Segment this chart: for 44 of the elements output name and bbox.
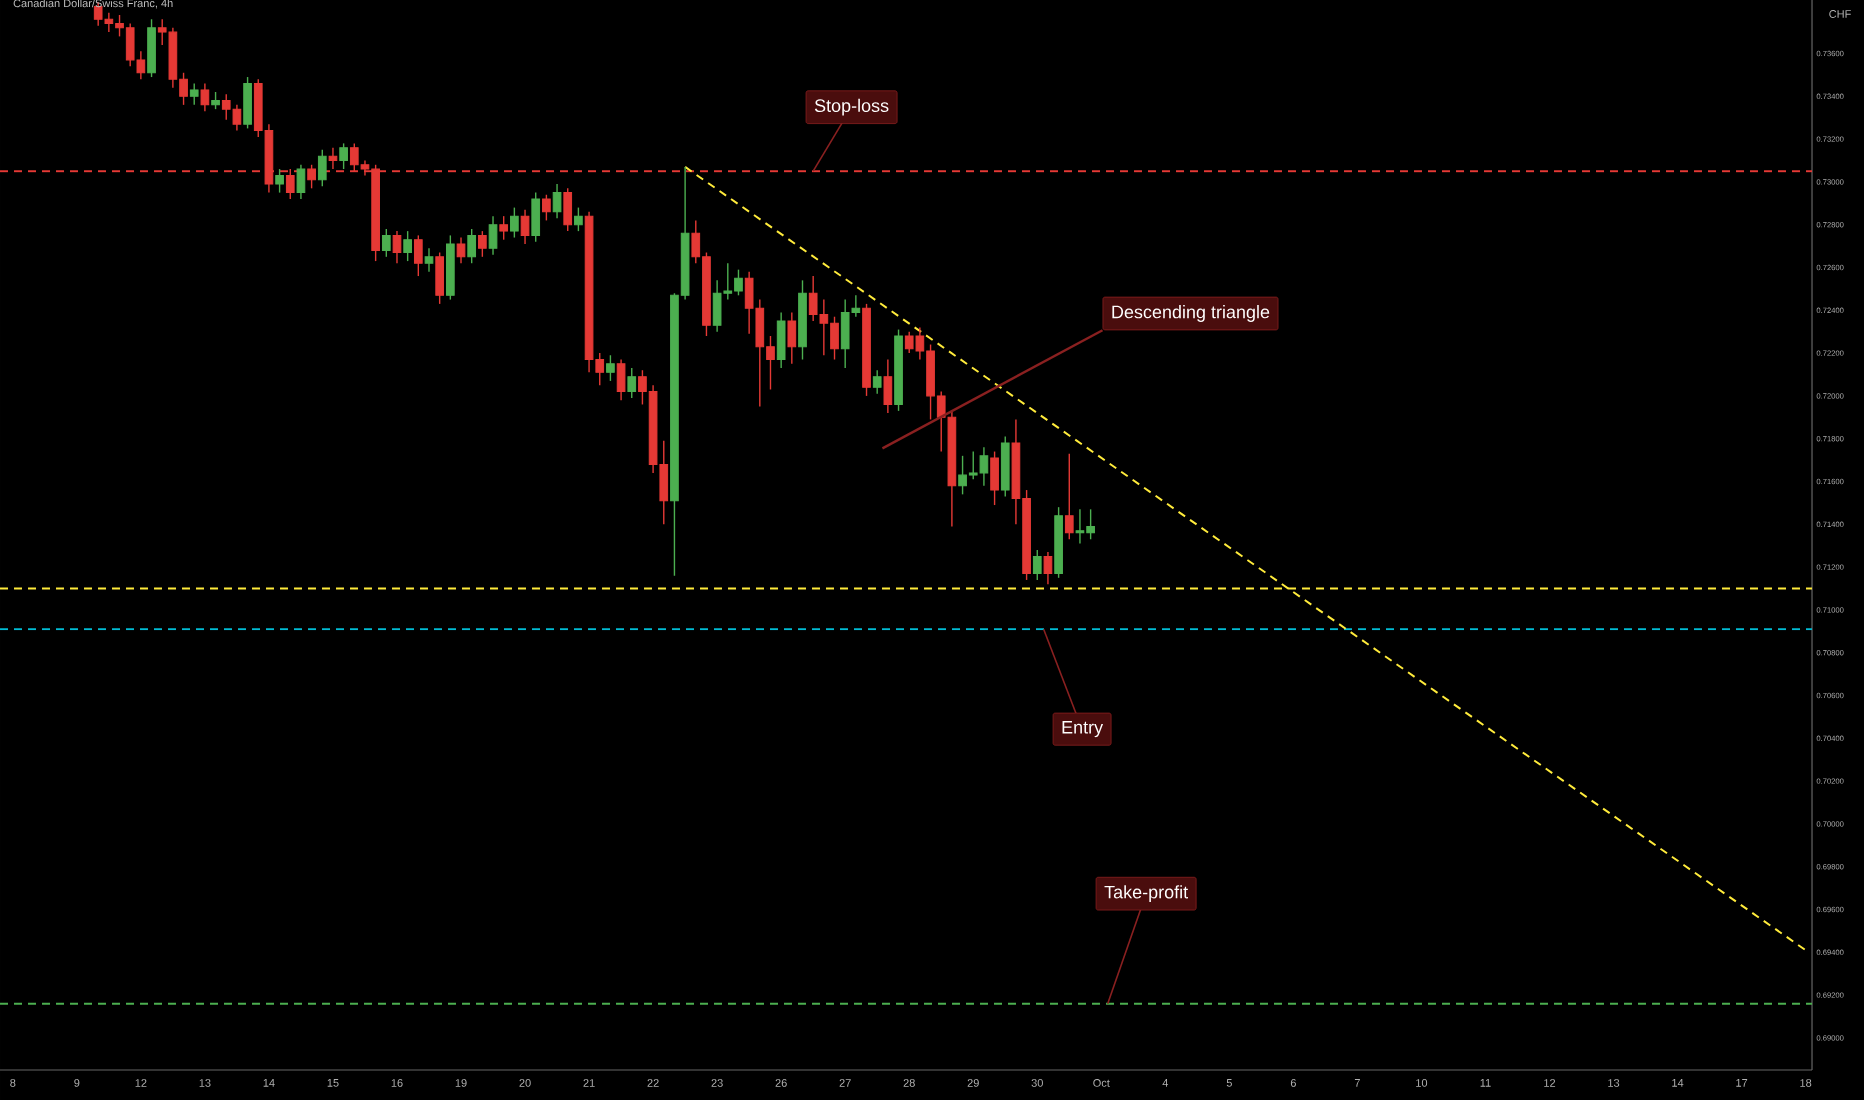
candlestick xyxy=(542,194,551,222)
candlestick xyxy=(243,76,252,130)
candlestick xyxy=(1043,551,1053,585)
candlestick xyxy=(1064,452,1074,540)
candlestick xyxy=(296,164,306,200)
ref-line-label: Stop-loss xyxy=(814,98,889,116)
candlestick xyxy=(883,358,893,414)
candlestick xyxy=(435,251,445,305)
candlestick xyxy=(413,234,423,277)
candlestick xyxy=(776,311,786,369)
candlestick xyxy=(563,187,573,232)
candlestick xyxy=(606,354,615,382)
candlestick xyxy=(424,247,434,273)
candlestick xyxy=(1032,549,1042,581)
candlestick xyxy=(499,215,509,241)
candlestick xyxy=(147,18,156,78)
candlestick xyxy=(392,230,402,264)
candlestick xyxy=(403,230,412,262)
candlestick xyxy=(456,236,466,264)
candlestick xyxy=(307,164,316,190)
candlestick xyxy=(381,228,391,258)
candlestick xyxy=(200,82,210,112)
candlestick xyxy=(317,149,327,187)
candlestick xyxy=(520,209,530,245)
candlestick xyxy=(574,206,583,232)
ref-line-label: Entry xyxy=(1062,721,1104,738)
candlestick xyxy=(872,369,882,395)
ref-line-label: Take-profit xyxy=(1104,885,1188,903)
candlestick xyxy=(478,230,487,258)
candlestick xyxy=(467,228,477,264)
candlestick xyxy=(328,146,338,170)
candlestick xyxy=(510,206,519,239)
candlestick xyxy=(531,191,541,243)
candlestick xyxy=(627,367,637,399)
candlestick xyxy=(990,450,999,506)
candlestick xyxy=(1000,435,1010,498)
candlestick xyxy=(787,311,797,365)
candlestick xyxy=(275,168,284,194)
candlestick xyxy=(552,183,562,219)
annotation: Descending triangle xyxy=(1112,305,1270,322)
candlestick xyxy=(339,142,348,170)
candlestick xyxy=(488,215,498,256)
candlestick xyxy=(616,358,626,401)
candlestick xyxy=(189,82,199,106)
